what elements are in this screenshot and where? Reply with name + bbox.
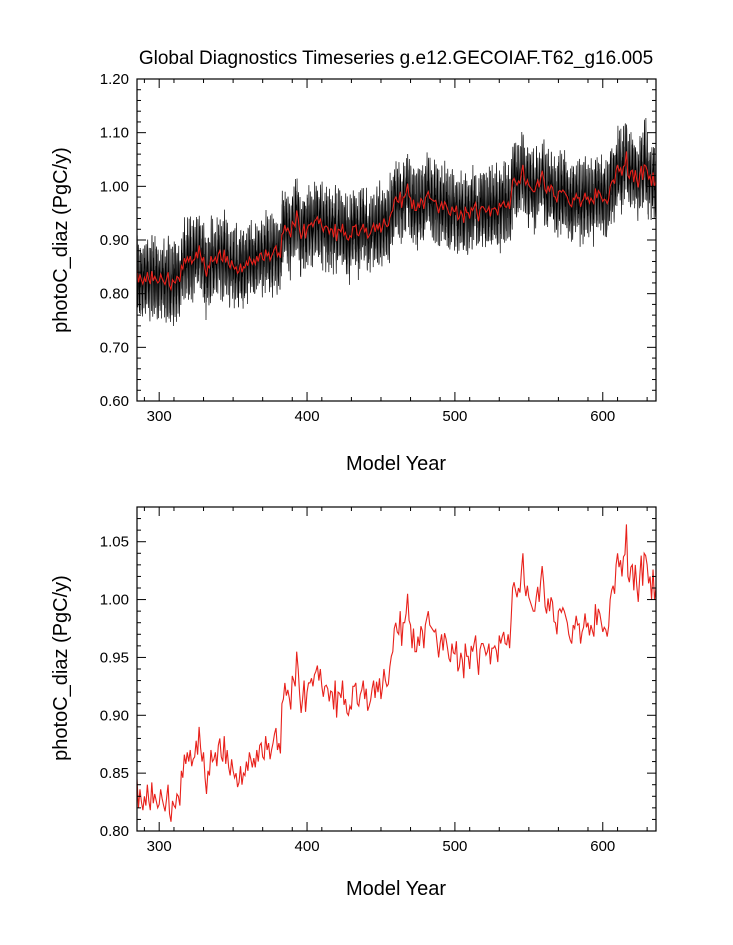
y-tick-label: 1.00 bbox=[100, 592, 129, 609]
annual-series-line bbox=[137, 524, 656, 822]
y-tick-label: 0.80 bbox=[100, 286, 129, 303]
x-axis-label: Model Year bbox=[346, 453, 446, 475]
y-tick-label: 1.10 bbox=[100, 125, 129, 142]
top-chart: Global Diagnostics Timeseries g.e12.GECO… bbox=[50, 48, 657, 475]
annual-series-line bbox=[137, 151, 656, 292]
bottom-chart: 300 400 500 600 0.80 0.85 0.90 0.95 1.00 1.05 Mod… bbox=[50, 506, 657, 900]
x-tick-label: 500 bbox=[442, 408, 467, 425]
x-tick-label: 300 bbox=[147, 838, 172, 855]
x-tick-label: 300 bbox=[147, 408, 172, 425]
y-tick-label: 1.20 bbox=[100, 71, 129, 88]
x-tick-label: 600 bbox=[590, 838, 615, 855]
y-tick-label: 0.70 bbox=[100, 339, 129, 356]
x-tick-label: 600 bbox=[590, 408, 615, 425]
plot-frame bbox=[136, 78, 657, 402]
chart-title: Global Diagnostics Timeseries g.e12.GECO… bbox=[139, 48, 653, 69]
y-axis-label: photoC_diaz (PgC/y) bbox=[50, 147, 72, 333]
y-tick-label: 0.90 bbox=[100, 232, 129, 249]
y-tick-label: 0.60 bbox=[100, 393, 129, 410]
y-tick-label: 0.85 bbox=[100, 765, 129, 782]
y-tick-label: 0.95 bbox=[100, 649, 129, 666]
y-tick-label: 1.00 bbox=[100, 178, 129, 195]
plot-frame bbox=[136, 506, 657, 832]
y-tick-label: 1.05 bbox=[100, 534, 129, 551]
monthly-series-line bbox=[137, 118, 656, 327]
x-tick-label: 500 bbox=[442, 838, 467, 855]
x-tick-label: 400 bbox=[295, 408, 320, 425]
y-axis-label: photoC_diaz (PgC/y) bbox=[50, 575, 72, 761]
y-tick-label: 0.80 bbox=[100, 823, 129, 840]
x-tick-label: 400 bbox=[295, 838, 320, 855]
y-tick-label: 0.90 bbox=[100, 707, 129, 724]
x-axis-label: Model Year bbox=[346, 878, 446, 900]
